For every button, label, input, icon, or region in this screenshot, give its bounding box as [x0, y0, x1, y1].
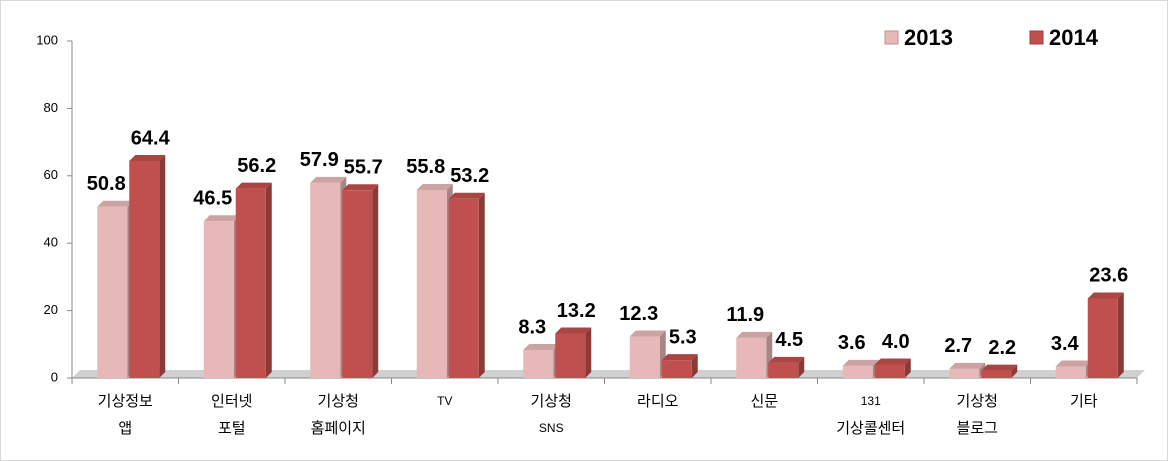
data-label: 13.2	[557, 300, 596, 322]
bar	[235, 188, 266, 378]
bar	[97, 206, 128, 378]
bar	[768, 362, 799, 378]
x-tick-label: 앱	[118, 420, 132, 437]
bar-side	[265, 182, 272, 378]
bar-top	[523, 344, 560, 351]
bar-top	[1087, 292, 1124, 299]
bar	[1087, 298, 1118, 378]
x-tick-label: 신문	[750, 393, 778, 410]
data-label: 3.6	[838, 332, 866, 354]
x-tick-label: 기상청	[957, 393, 998, 410]
bar-top	[342, 184, 379, 191]
x-tick-label: 기상정보	[98, 393, 153, 410]
x-tick-label: 기상청	[318, 393, 359, 410]
x-tick-label: SNS	[539, 421, 564, 435]
data-label: 2.2	[988, 337, 1016, 359]
bar-top	[448, 192, 485, 199]
bar	[555, 333, 586, 378]
bar	[129, 160, 160, 378]
y-tick-label: 40	[44, 235, 58, 250]
x-tick-label: 라디오	[637, 393, 679, 410]
bar-top	[310, 176, 347, 183]
bar-top	[129, 154, 166, 161]
data-label: 4.0	[882, 331, 910, 353]
x-tick-label: TV	[437, 394, 452, 408]
x-tick-label: 131	[861, 394, 881, 408]
bar-side	[585, 327, 592, 378]
bar	[310, 182, 341, 378]
bar-top	[629, 330, 666, 337]
bar	[629, 336, 660, 378]
bar-side	[478, 192, 485, 378]
bar-top	[736, 331, 773, 338]
bar-side	[691, 354, 698, 378]
bar-top	[768, 356, 805, 363]
data-label: 55.7	[344, 157, 383, 179]
bar	[1055, 366, 1086, 378]
bar-side	[1117, 292, 1124, 378]
x-tick-label: 홈페이지	[311, 419, 366, 437]
legend-label: 2014	[1049, 25, 1099, 50]
x-tick-label: 기타	[1070, 393, 1098, 410]
x-tick-label: 기상청	[531, 393, 572, 410]
bar-top	[97, 200, 134, 207]
data-label: 57.9	[300, 149, 339, 171]
data-label: 64.4	[131, 127, 171, 149]
data-label: 53.2	[450, 165, 489, 187]
bar	[523, 350, 554, 378]
y-tick-label: 80	[44, 100, 58, 115]
x-tick-label: 인터넷	[211, 393, 252, 410]
data-label: 2.7	[944, 335, 972, 357]
data-label: 50.8	[87, 173, 126, 195]
bar-side	[904, 358, 911, 378]
bar-side	[372, 184, 379, 378]
bar-top	[661, 354, 698, 361]
bar	[874, 364, 905, 378]
bar-side	[1011, 364, 1018, 378]
bar-top	[203, 215, 240, 222]
bar	[203, 221, 234, 378]
data-label: 23.6	[1089, 265, 1128, 287]
x-tick-label: 포털	[218, 420, 246, 437]
data-label: 8.3	[518, 316, 546, 338]
x-tick-label: 기상콜센터	[836, 420, 905, 437]
bar	[661, 360, 692, 378]
legend-label: 2013	[904, 25, 953, 50]
bar-top	[235, 182, 272, 189]
bar-top	[416, 183, 453, 190]
bar-top	[981, 364, 1018, 371]
data-label: 46.5	[193, 188, 232, 210]
y-tick-label: 0	[51, 369, 58, 384]
data-label: 56.2	[237, 155, 276, 177]
bar	[949, 368, 980, 378]
data-label: 12.3	[619, 303, 658, 325]
bar	[342, 190, 373, 378]
x-tick-label: 블로그	[957, 420, 998, 437]
bar	[736, 337, 767, 378]
bar-top	[949, 362, 986, 369]
y-tick-label: 20	[44, 302, 58, 317]
data-label: 55.8	[406, 156, 445, 178]
data-label: 11.9	[726, 304, 764, 326]
bar	[416, 189, 447, 378]
y-tick-label: 60	[44, 167, 58, 182]
data-label: 5.3	[669, 326, 697, 348]
bar-side	[798, 356, 805, 378]
bar	[981, 370, 1012, 378]
bar	[842, 365, 873, 378]
legend-swatch	[1029, 30, 1044, 45]
data-label: 3.4	[1051, 333, 1080, 355]
legend-swatch	[884, 30, 899, 45]
bar-top	[874, 358, 911, 365]
bar-top	[842, 359, 879, 366]
bar-top	[555, 327, 592, 334]
y-tick-label: 100	[36, 32, 58, 47]
bar	[448, 198, 479, 378]
data-label: 4.5	[775, 329, 803, 351]
bar-top	[1055, 360, 1092, 367]
bar-side	[159, 154, 166, 378]
